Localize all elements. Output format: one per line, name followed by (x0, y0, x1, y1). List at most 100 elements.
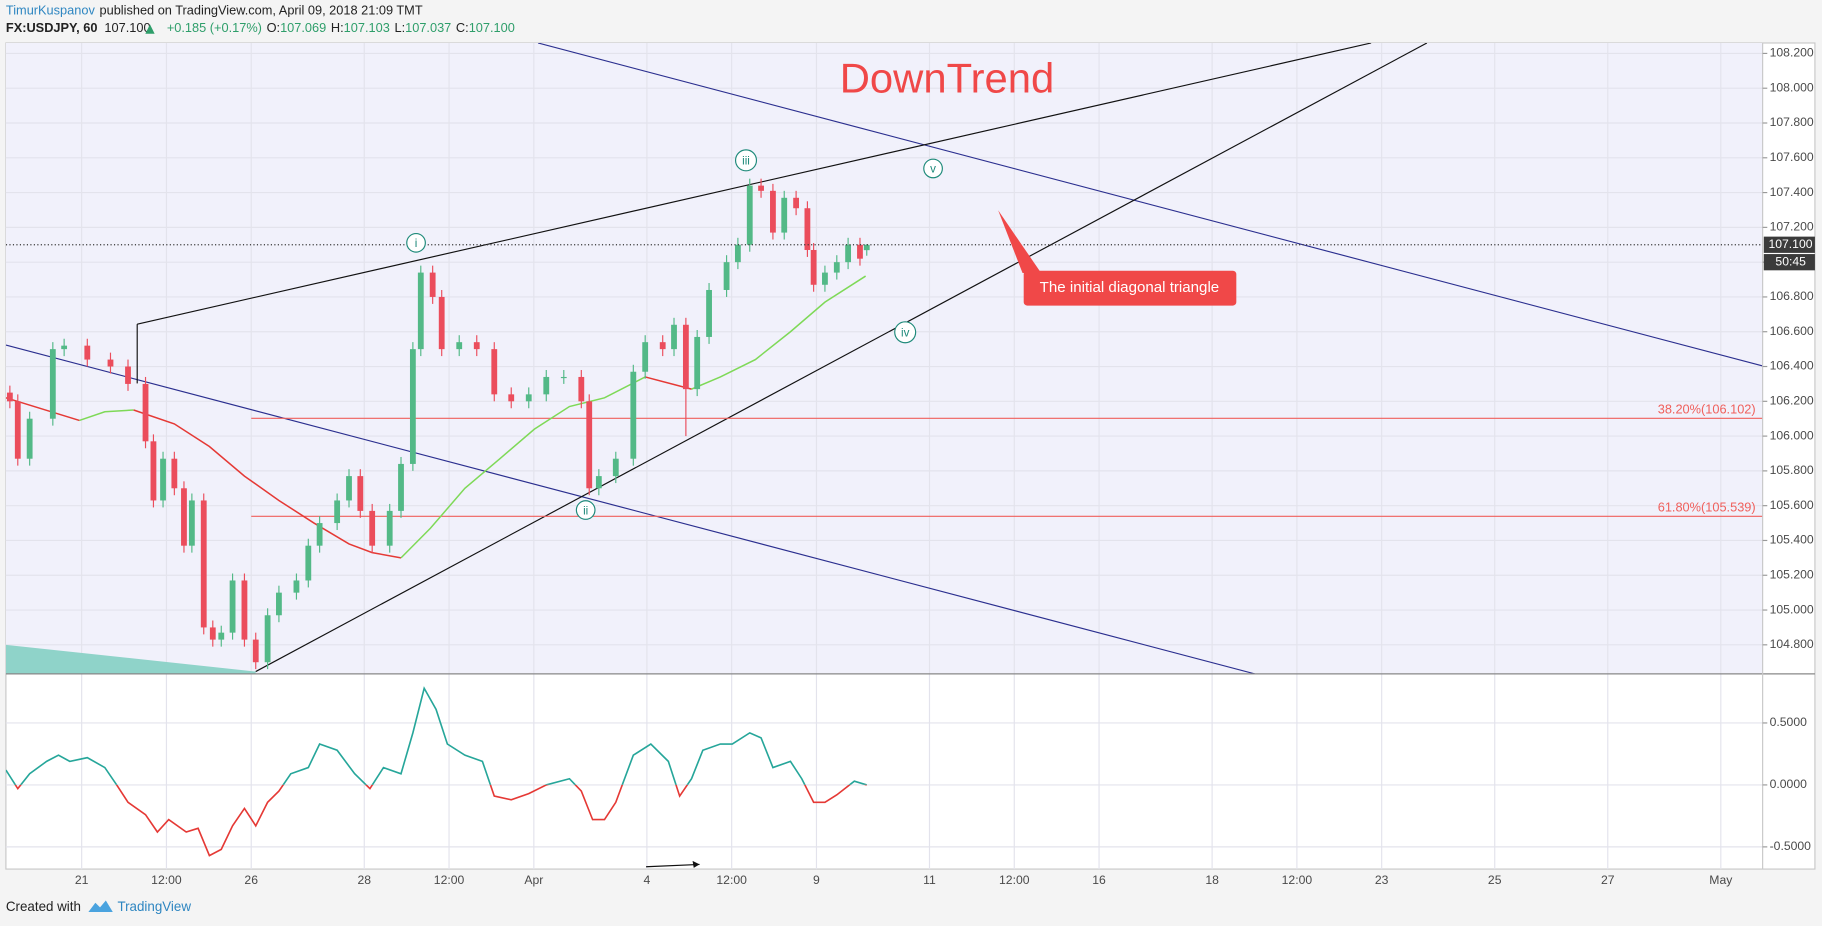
last-price-box (1763, 236, 1815, 253)
chart-title: DownTrend (840, 54, 1055, 101)
ohlc-value: 107.103 (344, 20, 390, 35)
candle-body (209, 627, 216, 640)
symbol-line: FX:USDJPY, 60 107.100 +0.185 (+0.17%) O:107… (6, 20, 515, 35)
ohlc-value: 107.069 (280, 20, 326, 35)
y-tick-label: 106.600 (1770, 324, 1814, 338)
candle-body (229, 580, 236, 633)
candle-body (804, 208, 811, 250)
candle-body (863, 244, 870, 251)
callout-box (1023, 270, 1237, 306)
candle-body (543, 376, 550, 395)
x-tick-label: Apr (524, 873, 543, 887)
price-pane (5, 42, 1763, 674)
x-tick-label: 4 (643, 873, 650, 887)
logo (88, 900, 113, 913)
y-tick-label: 107.600 (1770, 150, 1814, 164)
y-tick-label: 106.000 (1770, 428, 1814, 442)
candle-body (456, 342, 463, 350)
candle-body (491, 349, 498, 395)
x-tick-label: 12:00 (151, 873, 182, 887)
candle-body (417, 272, 424, 350)
axis-labels: 108.200 108.000 107.800 107.600 107.400 107.2… (75, 46, 1815, 887)
candle-body (369, 510, 376, 546)
candle-body (84, 345, 91, 360)
candle-body (409, 349, 416, 464)
candle-body (142, 383, 149, 442)
candle-body (181, 488, 187, 546)
y-tick-label: 106.400 (1770, 359, 1814, 373)
trend-line (255, 42, 1428, 673)
x-tick-label: 25 (1488, 873, 1502, 887)
x-tick-label: 21 (75, 873, 89, 887)
candle-body (723, 262, 730, 290)
fib-label: 38.20%(106.102) (1658, 402, 1756, 417)
x-tick-label: 12:00 (716, 873, 747, 887)
candle-body (845, 244, 852, 263)
footer-brand[interactable]: TradingView (117, 899, 191, 914)
x-tick-label: 27 (1601, 873, 1615, 887)
arrow (646, 863, 700, 868)
moving-average (79, 409, 134, 422)
candle-body (746, 185, 753, 245)
candle-body (525, 394, 532, 402)
author[interactable]: TimurKuspanov (6, 3, 96, 18)
symbol: FX:USDJPY, 60 (6, 20, 98, 35)
published: published on TradingView.com, April 09, … (99, 3, 422, 18)
footer-text: Created with (6, 899, 81, 914)
arrow-head (692, 860, 700, 868)
wave-circle (923, 158, 943, 179)
y-tick-label: 105.800 (1770, 463, 1814, 477)
candle-body (171, 458, 178, 489)
wave-circle (575, 500, 596, 520)
oscillator-line (14, 784, 867, 857)
fib-label: 61.80%(105.539) (1658, 500, 1756, 515)
y-tick-label: 107.800 (1770, 115, 1814, 129)
wave-circle (406, 232, 426, 253)
oscillator (5, 686, 867, 857)
candle-body (682, 324, 689, 390)
wave-label: v (930, 163, 936, 176)
candle-body (357, 476, 364, 511)
x-tick-label: 12:00 (999, 873, 1030, 887)
candle-body (6, 392, 13, 402)
candle-body (386, 510, 393, 546)
x-tick-label: 11 (923, 873, 936, 887)
oscillator-line (5, 686, 867, 785)
candle-body (706, 289, 712, 337)
ohlc-value: 107.100 (469, 20, 515, 35)
y-tick-label: 108.200 (1770, 46, 1814, 60)
wave-label: i (415, 237, 418, 250)
ohlc-value: 107.037 (405, 20, 451, 35)
candle-body (61, 345, 68, 350)
candle-body (793, 197, 800, 209)
x-tick-label: May (1709, 873, 1733, 887)
ohlc-label: O: (267, 20, 280, 35)
header-line: TimurKuspanov published on TradingView.co… (6, 3, 423, 18)
candle-body (188, 500, 195, 546)
candle-body (578, 376, 585, 402)
y-tick-label: 106.800 (1770, 289, 1814, 303)
candle-body (218, 632, 225, 640)
candle-body (642, 342, 649, 372)
x-tick-label: 12:00 (434, 873, 465, 887)
candle-body (293, 580, 300, 593)
ohlc-label: C: (456, 20, 469, 35)
candle-body (508, 394, 515, 402)
up-arrow (145, 24, 155, 34)
last-price-label: 107.100 (1768, 237, 1812, 251)
wave-circle (734, 149, 758, 172)
candle-body (770, 190, 776, 233)
candle-body (857, 244, 863, 259)
candle-body (659, 342, 666, 350)
candle-body (630, 371, 637, 459)
candle-body (241, 580, 248, 640)
candle-body (671, 324, 677, 350)
x-tick-label: 16 (1092, 873, 1106, 887)
candle-body (734, 244, 741, 263)
candle-body (595, 476, 602, 489)
countdown-box (1763, 254, 1815, 271)
x-tick-label: 23 (1375, 873, 1389, 887)
candle-body (822, 272, 828, 285)
